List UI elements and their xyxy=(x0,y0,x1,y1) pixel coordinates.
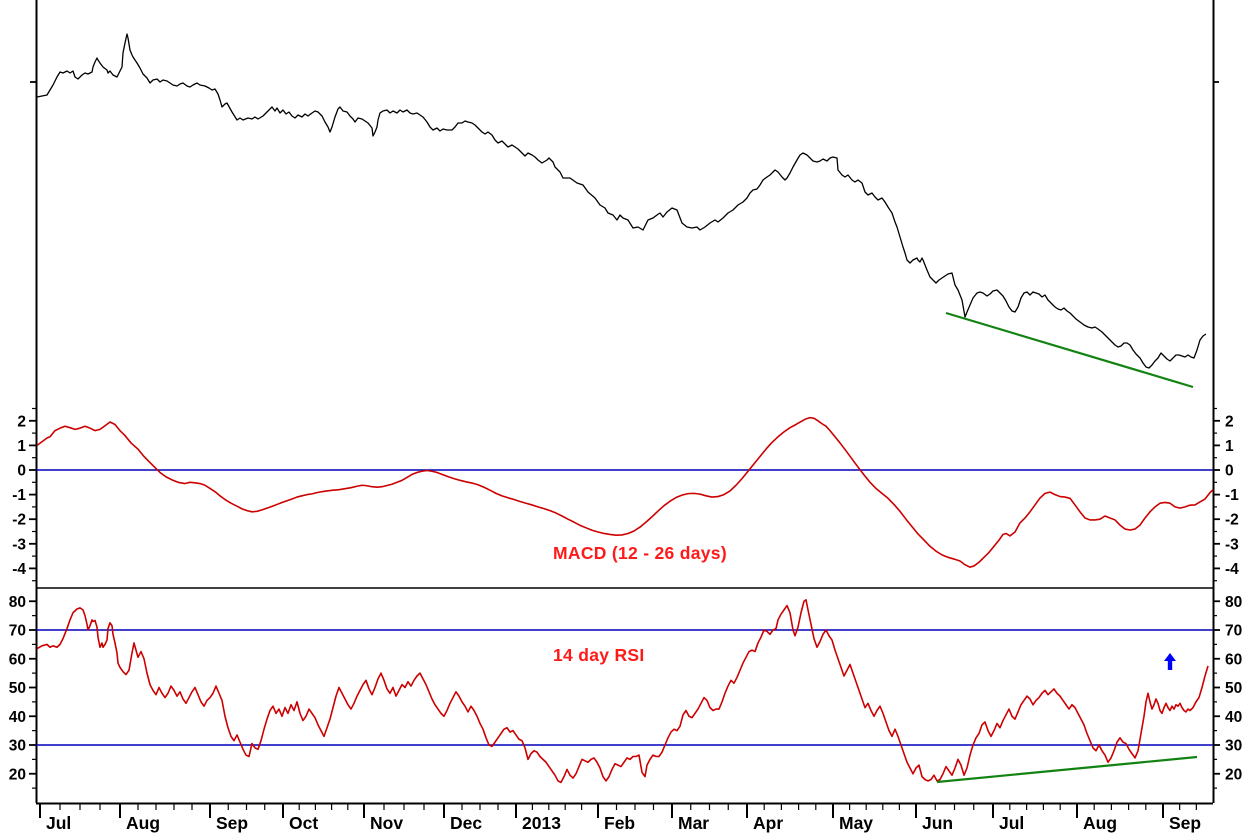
x-axis-month-label: Jul xyxy=(999,813,1024,833)
rsi-label: 14 day RSI xyxy=(553,645,645,665)
rsi-axis-label-right: 70 xyxy=(1225,623,1242,640)
macd-axis-label-left: 1 xyxy=(17,438,26,455)
macd-axis-label-right: -4 xyxy=(1225,561,1239,578)
x-axis-month-label: Oct xyxy=(289,813,318,833)
macd-axis-label-left: -3 xyxy=(12,536,26,553)
rsi-axis-label-left: 60 xyxy=(9,651,26,668)
x-axis-month-label: Mar xyxy=(678,813,709,833)
x-axis-month-label: Sep xyxy=(216,813,248,833)
macd-axis-label-right: 1 xyxy=(1225,438,1234,455)
rsi-axis-label-right: 30 xyxy=(1225,738,1242,755)
macd-axis-label-right: -3 xyxy=(1225,536,1239,553)
rsi-axis-label-right: 20 xyxy=(1225,766,1242,783)
price-line xyxy=(36,33,1207,369)
x-axis-month-label: Jul xyxy=(46,813,71,833)
x-axis-month-label: Feb xyxy=(604,813,635,833)
rsi-axis-label-left: 50 xyxy=(9,680,26,697)
macd-axis-label-left: 0 xyxy=(17,463,26,480)
macd-axis-label-left: -4 xyxy=(12,561,26,578)
macd-axis-label-left: -2 xyxy=(12,512,26,529)
macd-axis-label-right: 2 xyxy=(1225,413,1234,430)
rsi-axis-label-left: 20 xyxy=(9,766,26,783)
macd-axis-label-right: -2 xyxy=(1225,512,1239,529)
rsi-axis-label-left: 70 xyxy=(9,623,26,640)
x-axis-month-label: Dec xyxy=(450,813,482,833)
price-trendline xyxy=(945,311,1194,389)
rsi-axis-label-right: 60 xyxy=(1225,651,1242,668)
macd-line xyxy=(36,416,1214,568)
x-axis-month-label: May xyxy=(839,813,873,833)
rsi-trendline xyxy=(936,755,1198,784)
macd-axis-label-left: 2 xyxy=(17,413,26,430)
x-axis-month-label: Apr xyxy=(753,813,783,833)
macd-axis-label-right: 0 xyxy=(1225,463,1234,480)
x-axis-month-label: Sep xyxy=(1169,813,1201,833)
x-axis-month-label: Jun xyxy=(922,813,953,833)
rsi-axis-label-left: 30 xyxy=(9,738,26,755)
rsi-axis-label-left: 40 xyxy=(9,709,26,726)
macd-axis-label-right: -1 xyxy=(1225,487,1239,504)
rsi-axis-label-left: 80 xyxy=(9,594,26,611)
rsi-axis-label-right: 80 xyxy=(1225,594,1242,611)
rsi-line xyxy=(36,599,1209,784)
x-axis-month-label: Aug xyxy=(126,813,160,833)
x-axis-month-label: 2013 xyxy=(522,813,561,833)
rsi-axis-label-right: 40 xyxy=(1225,709,1242,726)
macd-label: MACD (12 - 26 days) xyxy=(553,543,727,563)
rsi-axis-label-right: 50 xyxy=(1225,680,1242,697)
macd-axis-label-left: -1 xyxy=(12,487,26,504)
up-arrow-icon xyxy=(1164,653,1176,670)
x-axis-month-label: Aug xyxy=(1083,813,1117,833)
x-axis-month-label: Nov xyxy=(370,813,403,833)
